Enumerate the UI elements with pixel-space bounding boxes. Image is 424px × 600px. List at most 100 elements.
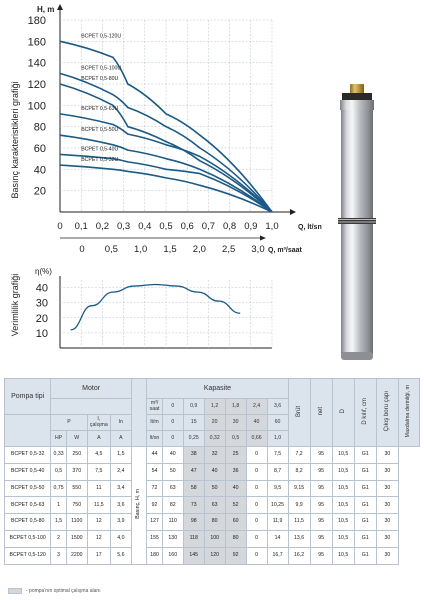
table-cell: 0	[245, 479, 268, 498]
table-cell: 32	[203, 446, 226, 464]
efficiency-y-tick: 30	[36, 298, 48, 310]
table-cell: 120	[203, 546, 226, 565]
table-cell: 0	[245, 462, 268, 481]
table-cell: 25	[224, 446, 247, 464]
table-cell: 4,5	[86, 446, 111, 464]
table-cell: 130	[161, 529, 184, 548]
table-cell: 54	[146, 462, 163, 481]
pressure-y-tick: 20	[34, 186, 46, 198]
table-cell: 30	[375, 479, 399, 498]
table-cell: 550	[65, 479, 88, 498]
m3-axis-arrow	[260, 235, 266, 241]
table-cell: 30	[375, 513, 399, 531]
pressure-y-tick: 60	[34, 143, 46, 155]
table-cell: 11	[86, 479, 111, 498]
table-cell: 52	[224, 496, 247, 515]
table-cell: 5,6	[109, 546, 132, 565]
table-cell: G1	[353, 479, 377, 498]
table-cell: 3,6	[109, 496, 132, 515]
table-cell: BCPET 0,5-40	[3, 462, 52, 481]
table-body: BCPET 0,5-32 0,33 250 4,5 1,5 Basınç, H, m 44 4…	[3, 446, 420, 565]
table-cell: 73	[182, 496, 205, 515]
table-cell: 95	[309, 462, 333, 481]
table-cell: 250	[65, 446, 88, 464]
table-cell: 2200	[65, 546, 88, 565]
table-cell: 44	[146, 446, 163, 464]
table-cell: 10,5	[331, 513, 355, 531]
pressure-curve	[59, 153, 273, 213]
th-head-spacer	[130, 378, 148, 447]
table-cell: 0	[245, 496, 268, 515]
table-cell: 10,5	[331, 446, 355, 464]
efficiency-y-ticks: 40 30 20 10	[36, 283, 48, 340]
table-cell: 1	[50, 496, 67, 515]
table-cell: 63	[161, 479, 184, 498]
efficiency-chart: Verimlilik grafiği η(%) 40 30 20 10	[10, 267, 273, 349]
pressure-curve-label: BCPET 0,5-50U	[81, 127, 118, 133]
table-cell: 0,75	[50, 479, 67, 498]
table-cell: 155	[146, 529, 163, 548]
pressure-y-tick: 120	[28, 79, 46, 91]
table-cell: 40	[224, 479, 247, 498]
pressure-x-tick-ltsn: 0,8	[223, 221, 236, 232]
table-cell: 100	[203, 529, 226, 548]
table-row: BCPET 0,5-40 0,5 370 7,5 2,4 54 50 47 40 36 0 8,7 8,…	[3, 462, 420, 481]
th-brut: Brüt	[287, 378, 311, 447]
table-cell: 127	[146, 513, 163, 531]
pressure-curve	[59, 164, 273, 213]
legend-swatch	[8, 588, 22, 594]
th-outlet: Çıkış boru çapı	[375, 378, 399, 447]
table-cell: BCPET 0,5-50	[3, 479, 52, 498]
table-cell: 12	[86, 513, 111, 531]
table-cell: G1	[353, 546, 377, 565]
table-cell: 95	[309, 496, 333, 515]
pressure-y-ticks: 180 160 140 120 100 80 60 40 20	[28, 15, 46, 198]
th-w: W	[65, 430, 88, 447]
pressure-x-tick-ltsn: 0,3	[117, 221, 130, 232]
pump-image	[338, 84, 376, 360]
table-cell: 95	[309, 446, 333, 464]
pressure-x-tick-m3: 1,0	[134, 244, 147, 255]
pressure-curve	[59, 72, 273, 213]
table-row: BCPET 0,5-32 0,33 250 4,5 1,5 Basınç, H, m 44 4…	[3, 446, 420, 565]
pressure-x-tick-m3: 3,0	[251, 244, 264, 255]
table-cell: 30	[375, 546, 399, 565]
efficiency-y-tick: 10	[36, 328, 48, 340]
th-pump: Pompa tipi	[3, 378, 52, 415]
pressure-chart: Basınç karakteristikleri grafiği H, m 18…	[10, 4, 322, 255]
efficiency-y-tick: 40	[36, 283, 48, 295]
table-cell: 30	[375, 446, 399, 464]
pressure-curve	[59, 113, 273, 213]
table-row: BCPET 0,5-120 3 2200 17 5,6 180 160 145 120 92 0 16…	[3, 546, 420, 565]
pump-intake-ring	[338, 218, 376, 224]
th-capacity: Kapasite	[146, 378, 289, 399]
pressure-x-ticks-m3: 0 0,5 1,0 1,5 2,0 2,5 3,0	[79, 244, 264, 255]
pressure-y-label: H, m	[37, 5, 54, 14]
table-cell: 160	[161, 546, 184, 565]
pressure-axis-title: Basınç karakteristikleri grafiği	[10, 81, 20, 198]
pressure-x-tick-m3: 0	[79, 244, 84, 255]
table-cell: 30	[375, 462, 399, 481]
pressure-x-tick-m3: 2,0	[193, 244, 206, 255]
table-cell: 145	[182, 546, 205, 565]
table-cell: 10,5	[331, 479, 355, 498]
table-cell: 40	[161, 446, 184, 464]
table-cell: 30	[375, 529, 399, 548]
pressure-x-tick-ltsn: 0	[57, 221, 62, 232]
pressure-curve-label: BCPET 0,5-120U	[81, 33, 121, 39]
table-cell: 30	[375, 496, 399, 515]
table-cell: 750	[65, 496, 88, 515]
table-cell: 370	[65, 462, 88, 481]
pressure-x-tick-ltsn: 1,0	[265, 221, 278, 232]
table-cell: G1	[353, 513, 377, 531]
pump-head	[340, 100, 374, 110]
pressure-x-arrow	[290, 209, 296, 215]
table-cell: 9,9	[287, 496, 311, 515]
table-cell: 8,7	[266, 462, 289, 481]
pressure-y-tick: 140	[28, 58, 46, 70]
pressure-y-tick: 80	[34, 122, 46, 134]
table-cell: 60	[224, 513, 247, 531]
table-cell: BCPET 0,5-63	[3, 496, 52, 515]
pressure-x-label-ltsn: Q, lt/sn	[298, 224, 322, 231]
